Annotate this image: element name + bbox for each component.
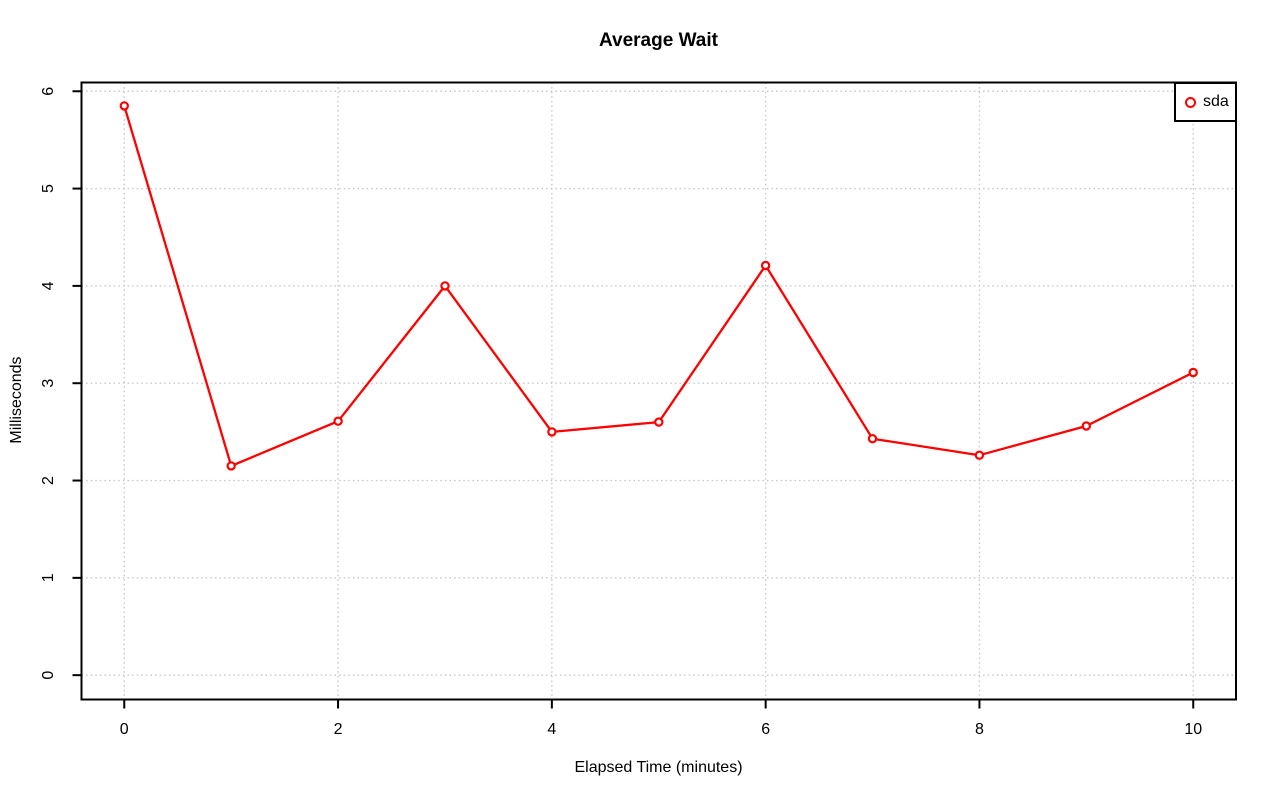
data-point-marker: [226, 461, 236, 471]
data-point-marker: [1081, 421, 1092, 431]
y-tick-label: 4: [40, 281, 57, 290]
legend-label: sda: [1203, 93, 1229, 110]
x-tick-label: 8: [975, 721, 984, 738]
legend: sda: [1174, 82, 1237, 122]
data-point-marker: [547, 427, 557, 437]
x-tick-label: 10: [1184, 721, 1202, 738]
x-tick-label: 6: [761, 721, 770, 738]
data-point-marker: [440, 281, 450, 291]
y-tick-label: 1: [40, 573, 57, 582]
data-point-marker: [654, 417, 664, 427]
data-point-marker: [119, 101, 130, 111]
y-tick-label: 5: [40, 184, 57, 193]
data-point-marker: [1188, 367, 1198, 378]
y-tick-label: 3: [40, 379, 57, 388]
x-tick-label: 2: [334, 721, 343, 738]
data-point-marker: [867, 434, 878, 444]
x-tick-label: 4: [547, 721, 556, 738]
y-tick-label: 0: [40, 671, 57, 680]
x-axis-title: Elapsed Time (minutes): [574, 759, 743, 776]
data-point-marker: [974, 450, 985, 460]
data-point-marker: [760, 260, 771, 271]
y-tick-label: 6: [40, 87, 57, 96]
data-point-marker: [333, 416, 343, 426]
y-tick-label: 2: [40, 476, 57, 485]
legend-series-marker-icon: [1185, 96, 1196, 108]
chart-title: Average Wait: [599, 30, 718, 51]
x-tick-label: 0: [120, 721, 129, 738]
plot-border: [80, 81, 1237, 701]
